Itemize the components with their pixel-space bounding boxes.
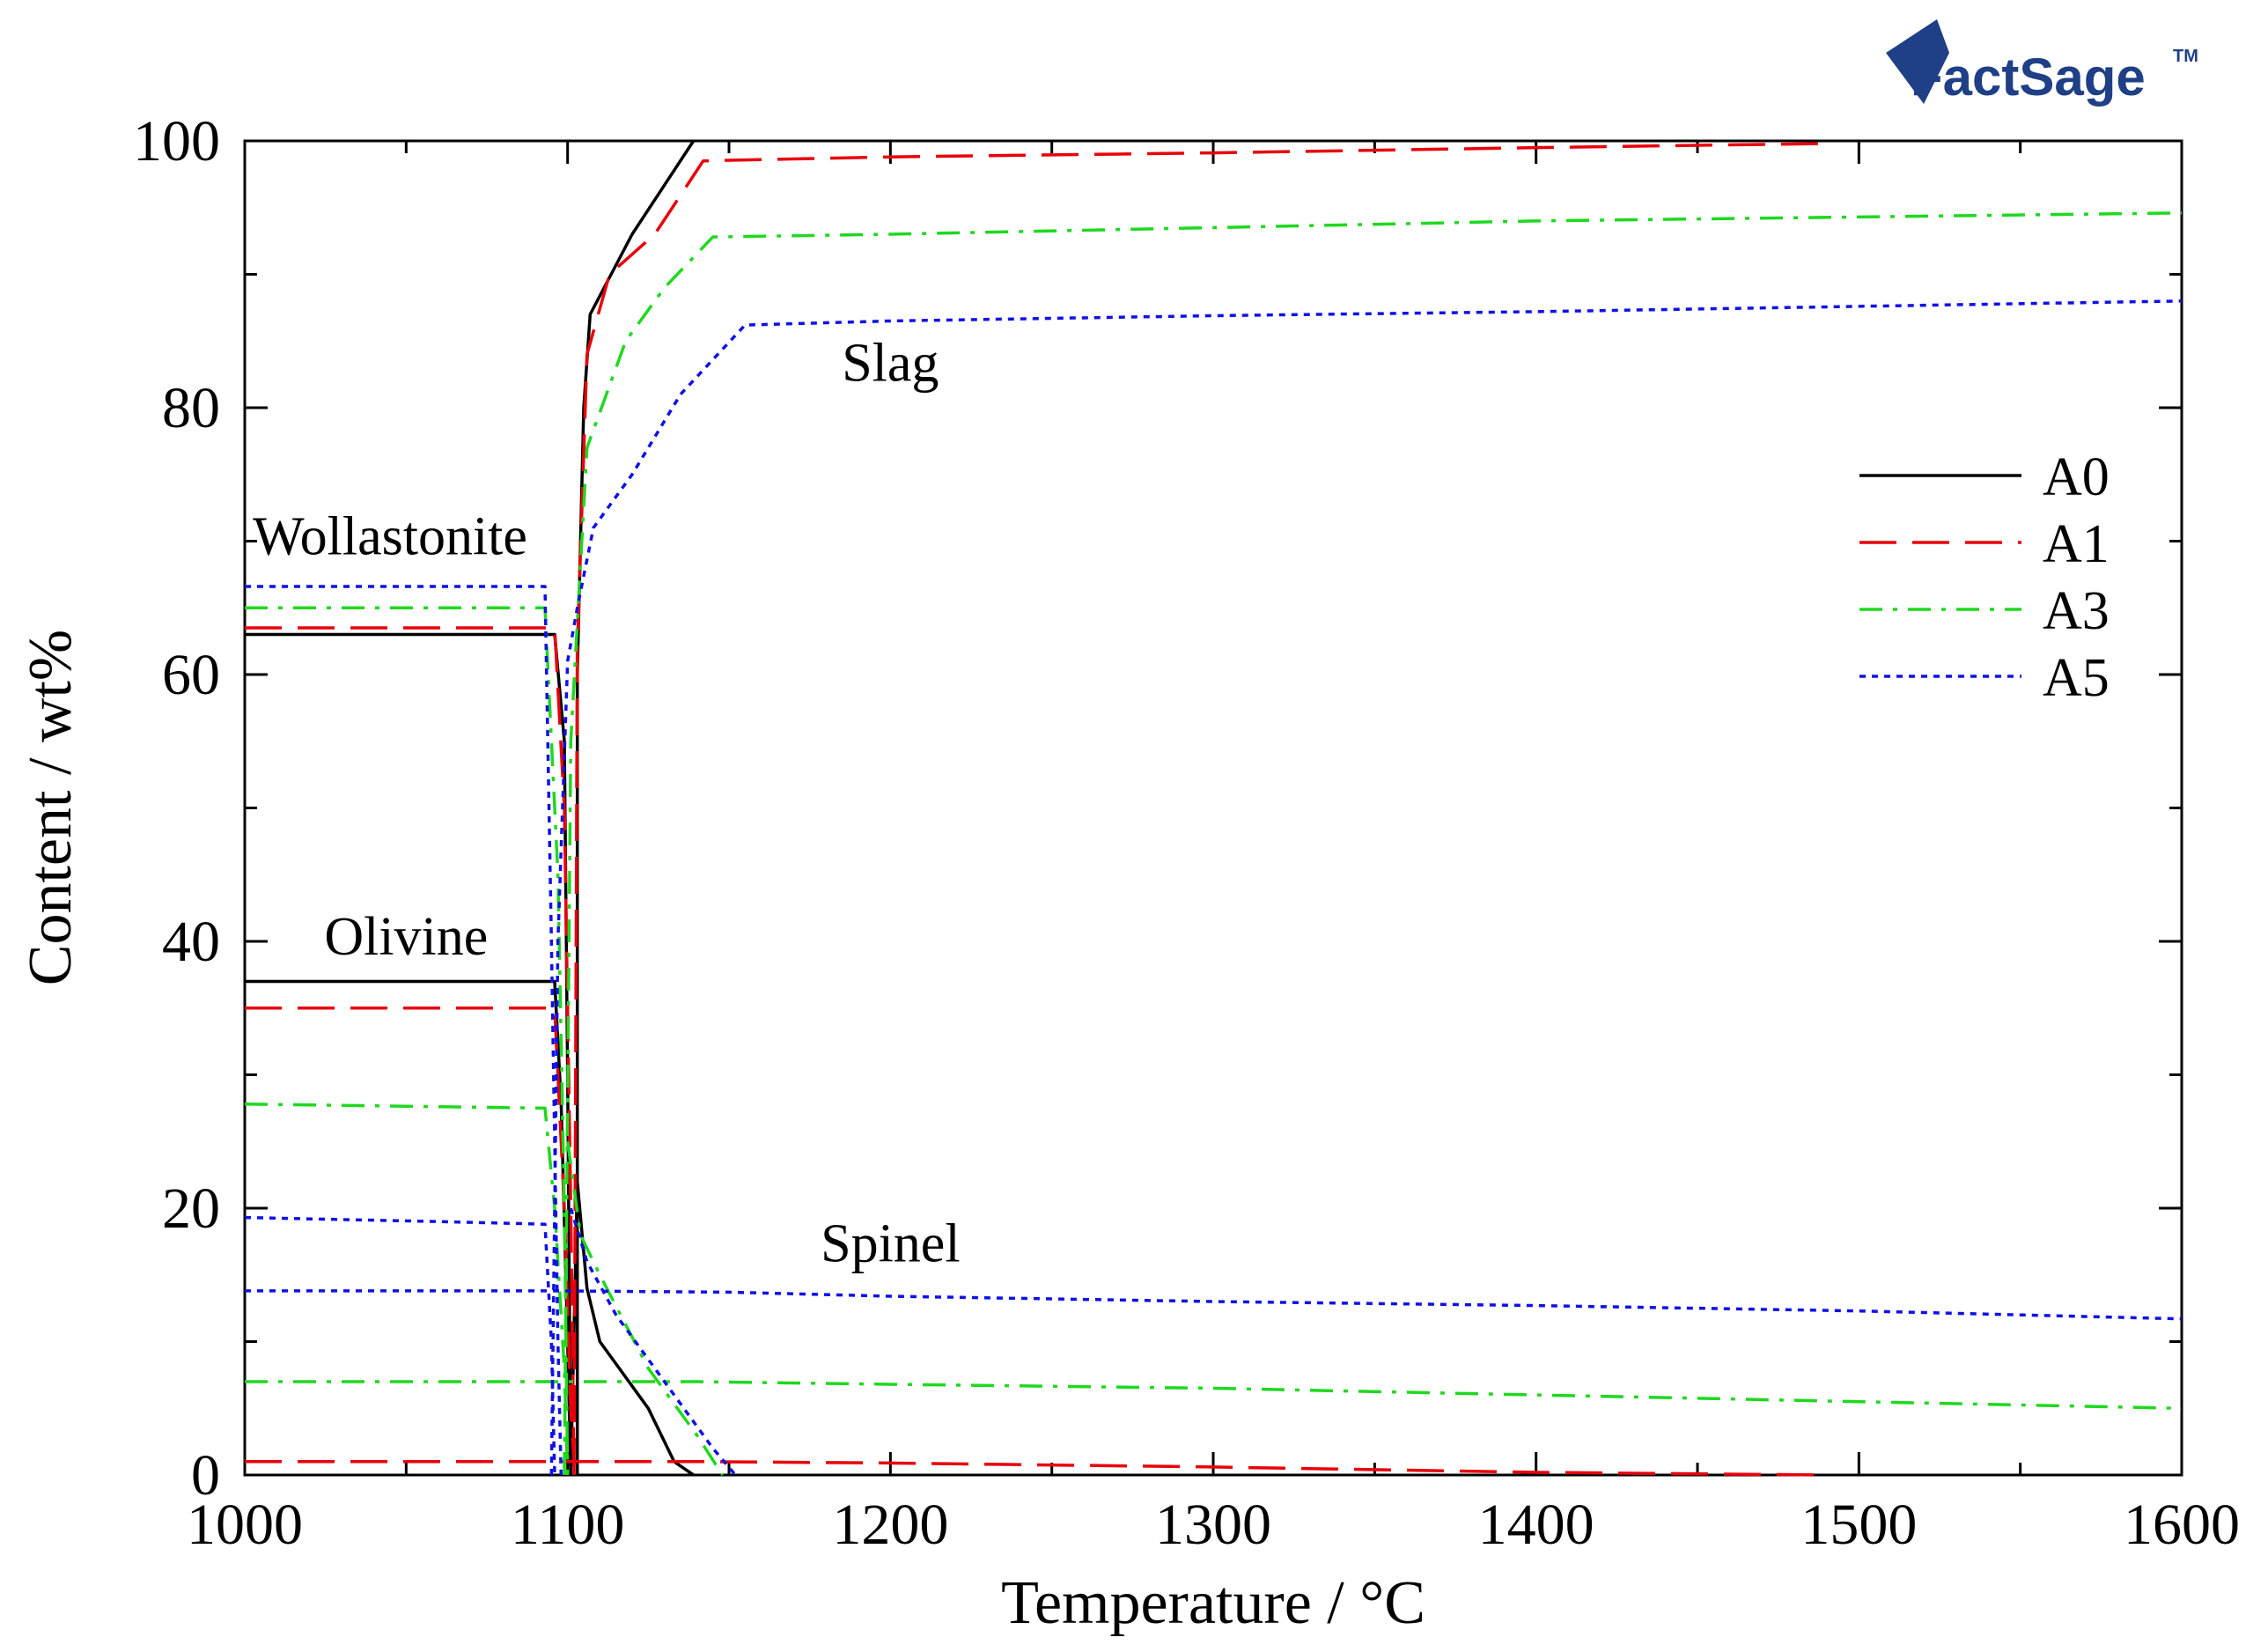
series-line-a3-wollastonite bbox=[245, 606, 570, 1476]
series-line-a5-wollastonite bbox=[245, 585, 563, 1476]
plot-frame bbox=[243, 139, 2183, 1477]
x-tick-label: 1400 bbox=[1478, 1493, 1594, 1557]
annotation-spinel: Spinel bbox=[821, 1214, 960, 1274]
legend-label-a0: A0 bbox=[2043, 447, 2110, 507]
series-line-a5-olivine bbox=[244, 1215, 556, 1476]
series-line-a1-wollastonite bbox=[245, 626, 576, 1476]
legend-label-a3: A3 bbox=[2043, 581, 2110, 641]
series-line-a1-spinel bbox=[245, 1460, 1827, 1477]
series-line-a5-slag bbox=[549, 299, 2183, 1476]
x-tick-label: 1600 bbox=[2124, 1493, 2240, 1557]
y-tick-label: 100 bbox=[133, 109, 220, 173]
logo-text: FactSage bbox=[1911, 48, 2146, 107]
series-line-a3-spinel bbox=[245, 1380, 2183, 1411]
series-line-a1-olivine bbox=[245, 1007, 576, 1462]
y-tick-label: 20 bbox=[162, 1176, 220, 1241]
legend: A0 A1 A3 A5 bbox=[1859, 447, 2110, 708]
x-tick-label: 1000 bbox=[187, 1493, 303, 1557]
series-line-a0-slag bbox=[575, 140, 696, 1475]
x-tick-label: 1500 bbox=[1800, 1493, 1917, 1557]
y-tick-label: 40 bbox=[162, 910, 220, 974]
x-axis-title: Temperature / °C bbox=[1001, 1569, 1425, 1637]
logo-mark bbox=[1886, 19, 1949, 104]
axis-ticks bbox=[243, 139, 2183, 1477]
series-line-a5-spinel bbox=[245, 1289, 2183, 1321]
series-line-a0-spinel bbox=[569, 1179, 695, 1477]
factsage-logo: FactSage TM bbox=[1886, 19, 2198, 107]
series-layer bbox=[244, 140, 2183, 1477]
series-line-a0-olivine bbox=[245, 979, 573, 1476]
series-line-a1-slag bbox=[572, 142, 1827, 1476]
series-line-a3-olivine bbox=[244, 1103, 570, 1476]
legend-label-a1: A1 bbox=[2043, 514, 2110, 574]
x-tick-label: 1100 bbox=[511, 1493, 625, 1557]
series-line-a3-slag bbox=[563, 211, 2183, 1476]
y-tick-label: 0 bbox=[191, 1443, 220, 1508]
x-tick-label: 1300 bbox=[1155, 1493, 1271, 1557]
legend-label-a5: A5 bbox=[2043, 648, 2110, 708]
annotation-slag: Slag bbox=[842, 334, 939, 394]
phase-annotations: Slag Wollastonite Olivine Spinel bbox=[253, 334, 960, 1274]
logo-tm: TM bbox=[2173, 47, 2198, 66]
series-line-a5-spinel-melt bbox=[569, 1207, 737, 1477]
annotation-wollastonite: Wollastonite bbox=[253, 507, 527, 567]
y-axis-title: Content / wt% bbox=[17, 630, 85, 985]
series-line-a0-wollastonite bbox=[245, 632, 573, 1476]
annotation-olivine: Olivine bbox=[324, 907, 488, 967]
x-tick-label: 1200 bbox=[832, 1493, 948, 1557]
y-tick-label: 60 bbox=[162, 643, 220, 707]
y-tick-label: 80 bbox=[162, 376, 220, 440]
tick-labels: 1000 1100 1200 1300 1400 1500 1600 0 20 40 60 80 100 bbox=[133, 109, 2240, 1557]
